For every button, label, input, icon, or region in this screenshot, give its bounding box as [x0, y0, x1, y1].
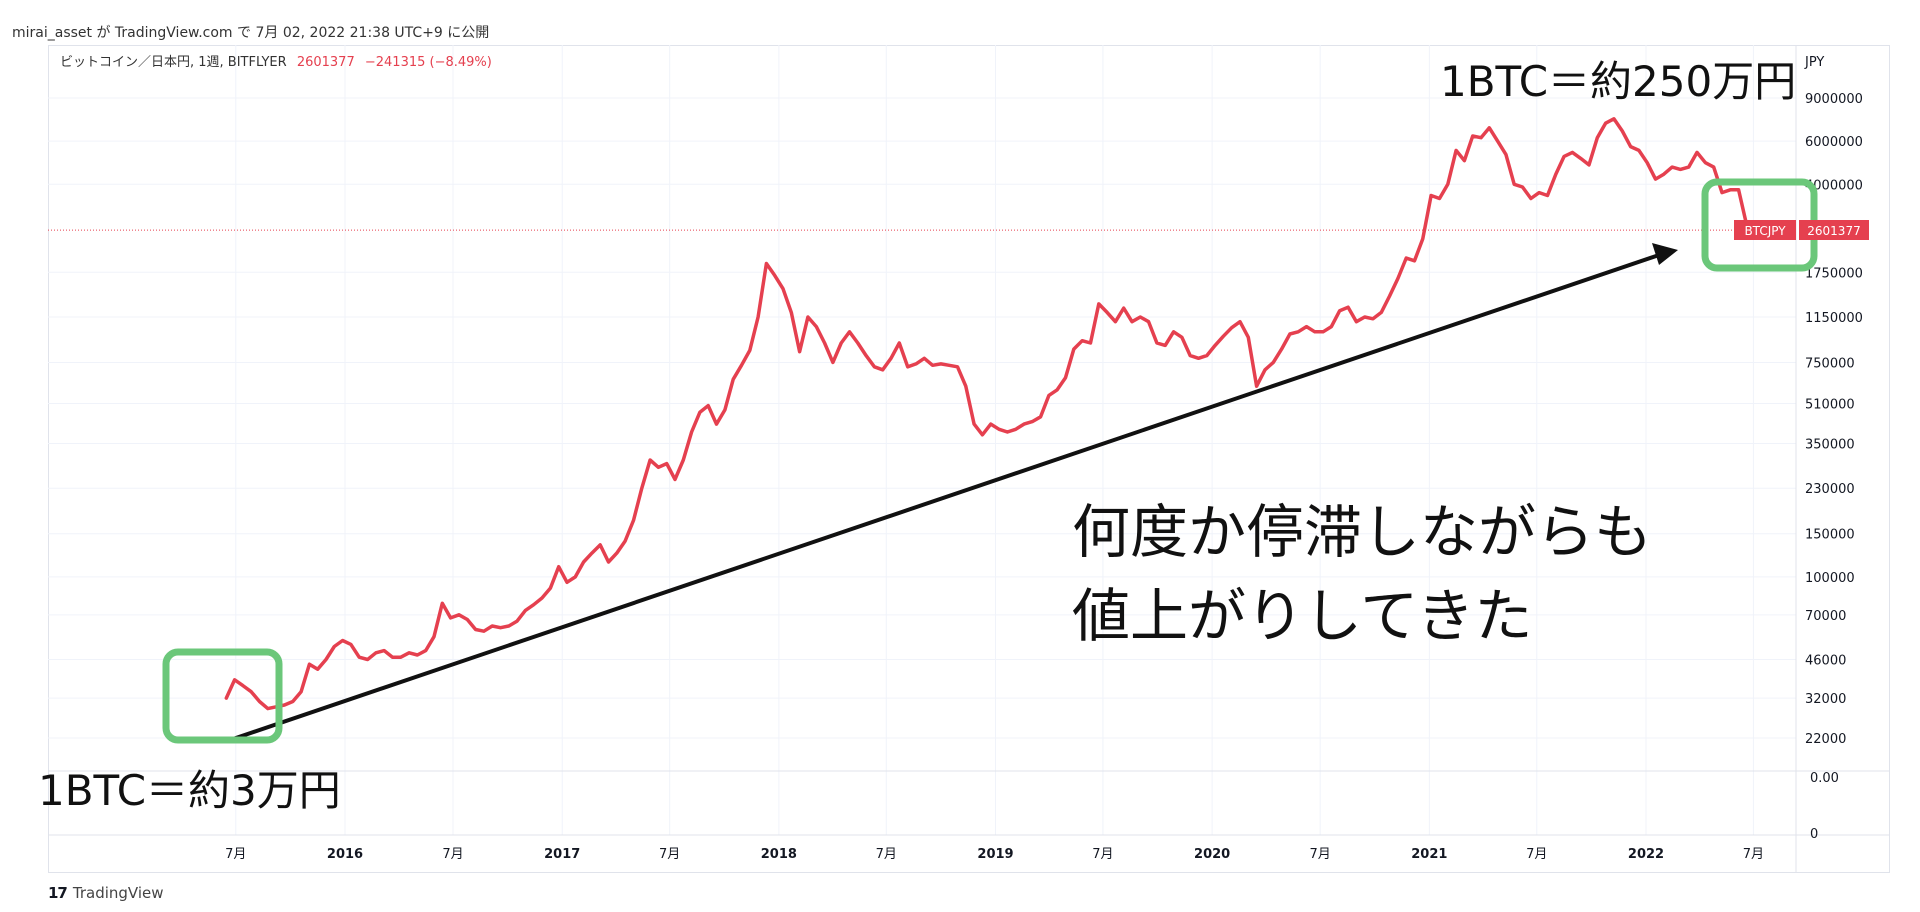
- lower-pane-tick-label: 0: [1810, 827, 1818, 842]
- x-tick-label: 7月: [876, 847, 897, 862]
- legend: ビットコイン／日本円, 1週, BITFLYER 2601377 −241315…: [60, 55, 492, 70]
- y-tick-label: 4000000: [1805, 178, 1863, 193]
- symbol-tag: [1734, 220, 1796, 240]
- publish-info: mirai_asset が TradingView.com で 7月 02, 2…: [12, 25, 490, 41]
- price-tags: BTCJPY 2601377: [1734, 220, 1869, 240]
- lower-pane-tick-label: 0.00: [1810, 771, 1839, 786]
- x-tick-label: 2019: [977, 847, 1013, 862]
- annotation-bottom-left: 1BTC＝約3万円: [38, 766, 341, 815]
- y-tick-label: 1150000: [1805, 311, 1863, 326]
- x-tick-label: 7月: [1092, 847, 1113, 862]
- y-tick-label: 150000: [1805, 528, 1855, 543]
- y-axis: 22000 32000 46000 70000 100000 150000 230000 35…: [1805, 92, 1863, 747]
- x-tick-label: 7月: [1743, 847, 1764, 862]
- y-tick-label: 1750000: [1805, 266, 1863, 281]
- y-tick-label: 46000: [1805, 654, 1846, 669]
- y-tick-label: 6000000: [1805, 135, 1863, 150]
- value-tag-text: 2601377: [1807, 224, 1860, 238]
- lower-pane-axis: 0.00 0: [1810, 771, 1839, 842]
- btc-price-line: [224, 117, 1753, 711]
- x-tick-label: 2020: [1194, 847, 1230, 862]
- y-tick-label: 510000: [1805, 397, 1855, 412]
- x-tick-label: 7月: [1526, 847, 1547, 862]
- y-tick-label: 750000: [1805, 356, 1855, 371]
- x-tick-label: 2016: [327, 847, 363, 862]
- x-tick-label: 2017: [544, 847, 580, 862]
- legend-last: 2601377: [297, 55, 355, 70]
- annotation-middle-line1: 何度か停滞しながらも: [1072, 498, 1652, 566]
- y-axis-unit: JPY: [1804, 55, 1824, 70]
- trend-arrow-line: [229, 252, 1663, 742]
- y-tick-label: 22000: [1805, 732, 1846, 747]
- annotation-top-right: 1BTC＝約250万円: [1440, 57, 1796, 106]
- x-axis: 7月 2016 7月 2017 7月 2018 7月 2019 7月 2020 7月 2021 7月 20…: [225, 847, 1764, 862]
- x-tick-label: 7月: [442, 847, 463, 862]
- y-tick-label: 9000000: [1805, 92, 1863, 107]
- y-tick-label: 100000: [1805, 571, 1855, 586]
- chart-frame: [48, 45, 1890, 873]
- x-tick-label: 2018: [761, 847, 797, 862]
- x-tick-label: 7月: [659, 847, 680, 862]
- value-tag: [1799, 220, 1869, 240]
- start-highlight-box: [162, 648, 283, 744]
- y-tick-label: 70000: [1805, 609, 1846, 624]
- y-tick-label: 350000: [1805, 438, 1855, 453]
- tradingview-brand[interactable]: 17 TradingView: [48, 884, 164, 902]
- trend-arrow-head: [1652, 243, 1678, 265]
- x-tick-label: 2021: [1411, 847, 1447, 862]
- annotation-middle-line2: 値上がりしてきた: [1072, 582, 1533, 650]
- tradingview-logo-icon: 17: [48, 884, 68, 902]
- x-tick-label: 2022: [1628, 847, 1664, 862]
- y-tick-label: 230000: [1805, 482, 1855, 497]
- grid-lines: [48, 45, 1796, 835]
- legend-symbol: ビットコイン／日本円, 1週, BITFLYER: [60, 55, 287, 70]
- legend-change: −241315 (−8.49%): [365, 55, 492, 70]
- symbol-tag-text: BTCJPY: [1744, 224, 1786, 238]
- x-tick-label: 7月: [225, 847, 246, 862]
- tradingview-wordmark: TradingView: [72, 884, 164, 902]
- x-tick-label: 7月: [1310, 847, 1331, 862]
- y-tick-label: 32000: [1805, 692, 1846, 707]
